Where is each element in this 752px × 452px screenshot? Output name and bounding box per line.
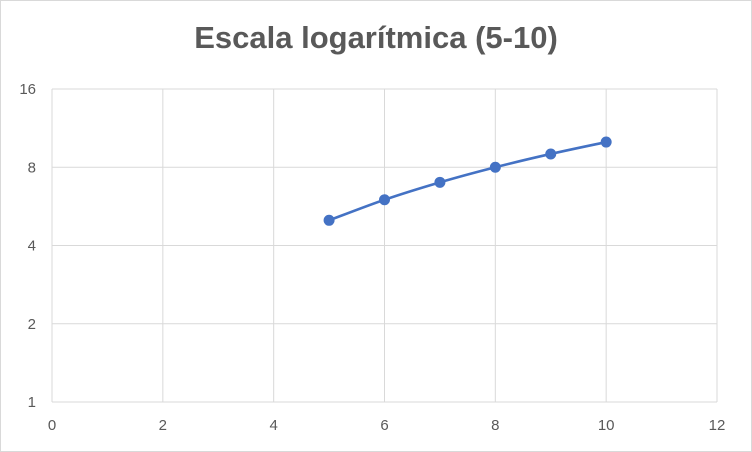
chart-title: Escala logarítmica (5-10) [194, 20, 558, 55]
y-tick-label: 2 [28, 316, 36, 333]
data-point [545, 148, 557, 160]
y-tick-label: 1 [28, 394, 36, 411]
data-point [379, 194, 390, 206]
x-tick-label: 10 [598, 417, 615, 434]
y-tick-label: 16 [19, 81, 36, 98]
x-tick-label: 4 [269, 417, 277, 434]
x-tick-label: 12 [709, 417, 726, 434]
x-tick-label: 6 [380, 417, 388, 434]
y-tick-label: 4 [28, 238, 36, 255]
x-tick-label: 2 [159, 417, 167, 434]
series-line [327, 140, 608, 222]
data-point [323, 214, 335, 226]
x-tick-label: 8 [491, 417, 499, 434]
x-tick-label: 0 [48, 417, 56, 434]
data-point [600, 136, 612, 148]
data-point [489, 161, 501, 173]
y-tick-label: 8 [28, 159, 36, 176]
data-point [434, 176, 446, 188]
